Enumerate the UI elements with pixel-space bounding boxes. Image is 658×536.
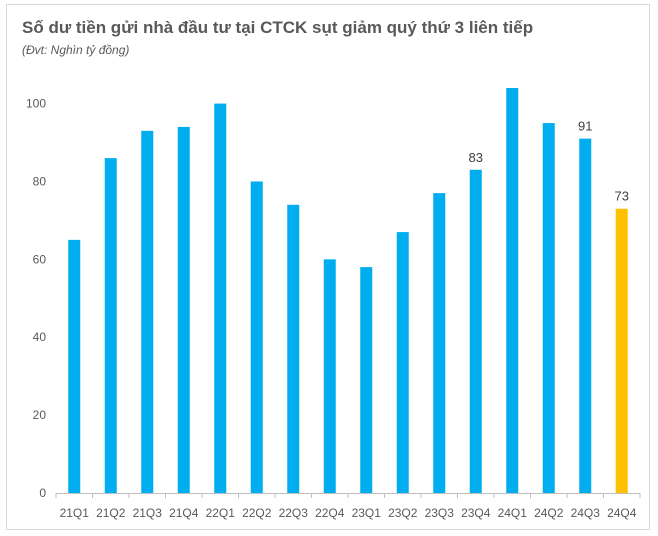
x-tick-label: 23Q4: [461, 506, 491, 520]
x-tick-label: 22Q2: [242, 506, 272, 520]
bar-22q3: [287, 204, 300, 494]
x-tick-label: 23Q2: [388, 506, 418, 520]
chart-title: Số dư tiền gửi nhà đầu tư tại CTCK sụt g…: [22, 18, 534, 37]
bar-21q2: [104, 158, 117, 493]
x-tick-label: 24Q3: [571, 506, 601, 520]
x-tick-label: 24Q1: [498, 506, 528, 520]
bar-24q2: [542, 123, 555, 493]
chart-subtitle: (Đvt: Nghìn tỷ đồng): [22, 43, 130, 57]
x-tick-label: 24Q4: [607, 506, 637, 520]
x-tick-label: 21Q3: [133, 506, 163, 520]
y-tick-label: 20: [33, 408, 47, 422]
bar-21q4: [177, 126, 190, 493]
bar-22q4: [323, 259, 336, 493]
x-tick-label: 22Q4: [315, 506, 345, 520]
x-tick-label: 23Q3: [425, 506, 455, 520]
y-tick-label: 0: [39, 486, 46, 500]
bar-21q1: [68, 239, 81, 493]
data-label-24q3: 91: [578, 119, 592, 134]
bar-22q1: [214, 103, 227, 494]
x-tick-label: 21Q1: [60, 506, 90, 520]
x-tick-label: 21Q2: [96, 506, 126, 520]
bar-24q3: [579, 138, 592, 493]
bar-23q1: [360, 267, 373, 493]
data-label-24q4: 73: [615, 189, 629, 204]
bar-23q2: [396, 232, 409, 493]
data-label-23q4: 83: [469, 150, 483, 165]
x-tick-label: 22Q1: [206, 506, 236, 520]
y-tick-label: 100: [26, 97, 46, 111]
x-tick-label: 22Q3: [279, 506, 309, 520]
bar-23q3: [433, 193, 446, 493]
y-tick-label: 40: [33, 330, 47, 344]
x-tick-label: 24Q2: [534, 506, 564, 520]
bar-23q4: [469, 169, 482, 493]
bar-24q4: [615, 208, 628, 493]
x-tick-label: 21Q4: [169, 506, 199, 520]
y-tick-label: 80: [33, 174, 47, 188]
bar-21q3: [141, 130, 154, 493]
y-tick-label: 60: [33, 252, 47, 266]
x-tick-label: 23Q1: [352, 506, 382, 520]
bar-24q1: [506, 88, 519, 493]
bar-22q2: [250, 181, 263, 493]
